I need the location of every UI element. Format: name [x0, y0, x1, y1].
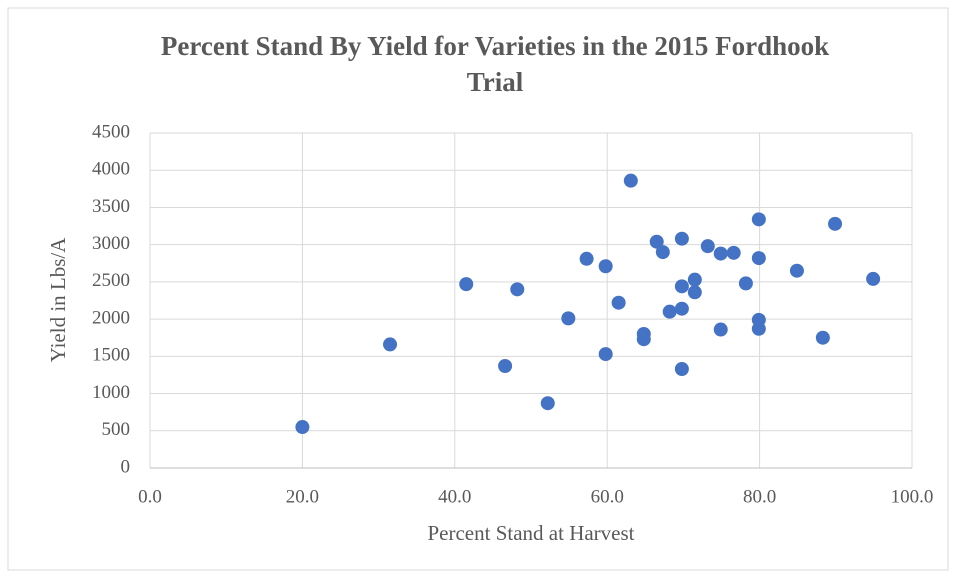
point [738, 276, 753, 291]
point [579, 251, 594, 266]
point [751, 251, 766, 266]
point [623, 173, 638, 188]
point [540, 396, 555, 411]
point [674, 279, 689, 294]
point [674, 361, 689, 376]
point [598, 347, 613, 362]
y-tick-label: 4500 [92, 121, 130, 142]
y-tick-label: 2000 [92, 307, 130, 328]
y-tick-label: 3500 [92, 196, 130, 217]
y-tick-label: 0 [121, 456, 131, 477]
point [789, 263, 804, 278]
point [713, 246, 728, 261]
point [561, 311, 576, 326]
point [726, 245, 741, 260]
y-tick-label: 1500 [92, 345, 130, 366]
point [498, 359, 513, 374]
x-tick-label: 80.0 [743, 486, 776, 507]
point [655, 245, 670, 260]
point [662, 304, 677, 319]
y-tick-label: 2500 [92, 270, 130, 291]
x-tick-label: 60.0 [591, 486, 624, 507]
point [636, 332, 651, 347]
x-axis-label: Percent Stand at Harvest [427, 521, 634, 545]
point [598, 259, 613, 274]
y-axis-label: Yield in Lbs/A [46, 237, 70, 363]
point [510, 282, 525, 297]
point [459, 277, 474, 292]
point [687, 285, 702, 300]
y-tick-label: 500 [102, 419, 131, 440]
y-tick-label: 4000 [92, 159, 130, 180]
point [751, 212, 766, 227]
x-tick-label: 40.0 [438, 486, 471, 507]
point [815, 330, 830, 345]
point [674, 231, 689, 246]
x-tick-label: 20.0 [286, 486, 319, 507]
point [866, 271, 881, 286]
point [687, 272, 702, 287]
point [674, 301, 689, 316]
point [611, 295, 626, 310]
chart-title: Percent Stand By Yield for Varieties in … [160, 31, 830, 97]
point [700, 239, 715, 254]
y-tick-label: 1000 [92, 382, 130, 403]
point [649, 234, 664, 249]
chart-border [7, 7, 949, 571]
point [295, 420, 310, 435]
point [383, 337, 398, 352]
x-tick-label: 100.0 [891, 486, 934, 507]
x-tick-label: 0.0 [138, 486, 162, 507]
point [751, 321, 766, 336]
point [828, 216, 843, 231]
y-tick-label: 3000 [92, 233, 130, 254]
point [713, 322, 728, 337]
